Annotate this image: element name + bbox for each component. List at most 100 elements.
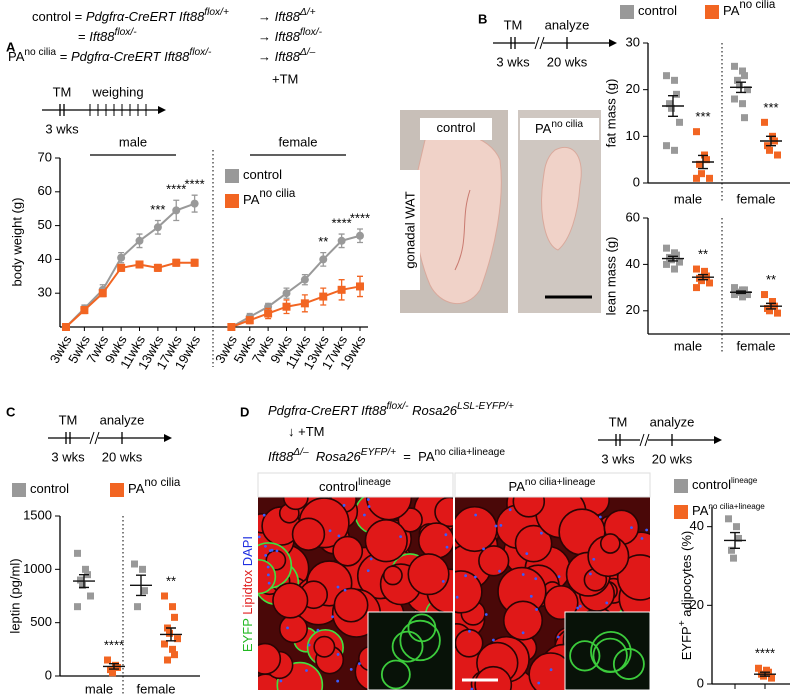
data-point bbox=[739, 100, 746, 108]
adipocyte bbox=[313, 635, 336, 658]
adipocyte bbox=[364, 519, 408, 563]
text-part: no cilia+lineage bbox=[435, 447, 506, 458]
data-point bbox=[74, 549, 81, 557]
y-axis-label: fat mass (g) bbox=[603, 79, 618, 148]
adipocyte bbox=[502, 600, 544, 641]
nucleus bbox=[336, 585, 340, 589]
text-part: no cilia bbox=[551, 119, 583, 130]
text-part: Ift88 bbox=[275, 9, 301, 24]
nucleus bbox=[307, 643, 311, 647]
text-part: + bbox=[677, 620, 688, 626]
nucleus bbox=[455, 595, 459, 599]
adipocyte bbox=[258, 642, 282, 675]
nucleus bbox=[366, 498, 370, 501]
data-point bbox=[319, 255, 328, 264]
timeline-event: analyze bbox=[650, 414, 695, 429]
timeline-end: 20 wks bbox=[102, 449, 143, 464]
text-part: Ift88 bbox=[275, 29, 301, 44]
significance: **** bbox=[185, 177, 205, 192]
text-part: = bbox=[71, 9, 86, 24]
timeline-start: 3 wks bbox=[45, 121, 79, 136]
text-part: = PA bbox=[396, 449, 435, 464]
x-tick-label: female bbox=[736, 338, 775, 353]
nucleus bbox=[336, 679, 340, 683]
x-tick-label: male bbox=[85, 681, 113, 696]
nucleus bbox=[262, 513, 266, 517]
text-part: LSL-EYFP/+ bbox=[457, 401, 514, 412]
legend-label: PAno cilia bbox=[723, 0, 776, 18]
micrograph-label: controllineage bbox=[319, 477, 391, 495]
nucleus bbox=[305, 669, 308, 672]
y-tick-label: 40 bbox=[38, 251, 52, 266]
legend-swatch bbox=[225, 169, 239, 183]
data-point bbox=[166, 629, 173, 637]
nucleus bbox=[473, 575, 477, 579]
text-part: Lipidtox bbox=[240, 566, 255, 614]
timeline-start: 3 wks bbox=[496, 54, 530, 69]
significance: ** bbox=[766, 272, 776, 287]
data-point bbox=[706, 279, 713, 287]
data-point bbox=[769, 298, 776, 306]
nucleus bbox=[482, 547, 485, 551]
text-part: PA bbox=[535, 121, 552, 136]
text-part: Δ/– bbox=[299, 47, 316, 58]
adipocyte bbox=[474, 665, 513, 690]
data-point bbox=[731, 284, 738, 292]
data-point bbox=[671, 76, 678, 84]
nucleus bbox=[264, 554, 268, 557]
adipocyte bbox=[291, 517, 326, 551]
rich-text: → Ift88flox/- bbox=[258, 27, 323, 45]
text-part: PA bbox=[692, 503, 709, 518]
nucleus bbox=[275, 549, 279, 553]
data-point bbox=[693, 265, 700, 273]
nucleus bbox=[592, 557, 596, 561]
text-part: no cilia bbox=[739, 0, 776, 11]
text-part: DAPI bbox=[240, 536, 255, 566]
timeline-tm: TM bbox=[504, 17, 523, 32]
data-point bbox=[733, 523, 740, 531]
stain-label: EYFP Lipidtox DAPI bbox=[240, 536, 255, 652]
inset-cell bbox=[380, 659, 411, 690]
text-part: lineage bbox=[731, 476, 758, 485]
data-point bbox=[171, 651, 178, 659]
adipocyte bbox=[514, 524, 553, 563]
nucleus bbox=[535, 608, 538, 611]
timeline-event: weighing bbox=[91, 84, 143, 99]
axis-break-bg bbox=[90, 435, 98, 441]
timeline-start: 3 wks bbox=[51, 449, 85, 464]
data-point bbox=[114, 663, 121, 671]
axis-break bbox=[539, 36, 545, 50]
nucleus bbox=[556, 635, 560, 639]
text-part: no cilia bbox=[144, 477, 181, 489]
data-point bbox=[141, 587, 148, 595]
adipocyte bbox=[272, 582, 309, 619]
data-point bbox=[169, 603, 176, 611]
data-point bbox=[164, 656, 171, 664]
nucleus bbox=[349, 667, 353, 671]
axis-break bbox=[534, 36, 540, 50]
timeline-tm: TM bbox=[53, 84, 72, 99]
data-point bbox=[337, 285, 346, 294]
text-part: EYFP/+ bbox=[361, 447, 396, 458]
data-point bbox=[77, 576, 84, 584]
data-point bbox=[761, 291, 768, 299]
group-label: female bbox=[278, 134, 317, 149]
adipocyte bbox=[455, 570, 483, 614]
adipocyte bbox=[455, 628, 484, 658]
y-tick-label: 50 bbox=[38, 217, 52, 232]
data-point bbox=[161, 592, 168, 600]
axis-break-bg bbox=[535, 40, 543, 46]
y-axis-label: lean mass (g) bbox=[603, 237, 618, 316]
text-part: = bbox=[78, 29, 89, 44]
data-point bbox=[663, 72, 670, 80]
legend-swatch bbox=[674, 479, 688, 493]
text-part: Ift88 bbox=[275, 49, 301, 64]
panel-label: B bbox=[478, 11, 487, 26]
mean-sem bbox=[730, 290, 752, 295]
data-point bbox=[172, 258, 181, 267]
mean-sem bbox=[760, 302, 782, 310]
timeline-start: 3 wks bbox=[601, 451, 635, 466]
data-point bbox=[774, 309, 781, 317]
x-tick-label: female bbox=[136, 681, 175, 696]
